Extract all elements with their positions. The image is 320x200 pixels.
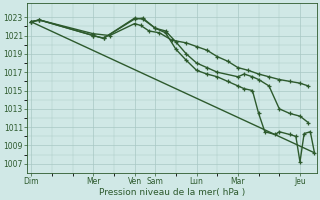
X-axis label: Pression niveau de la mer( hPa ): Pression niveau de la mer( hPa ) xyxy=(99,188,245,197)
